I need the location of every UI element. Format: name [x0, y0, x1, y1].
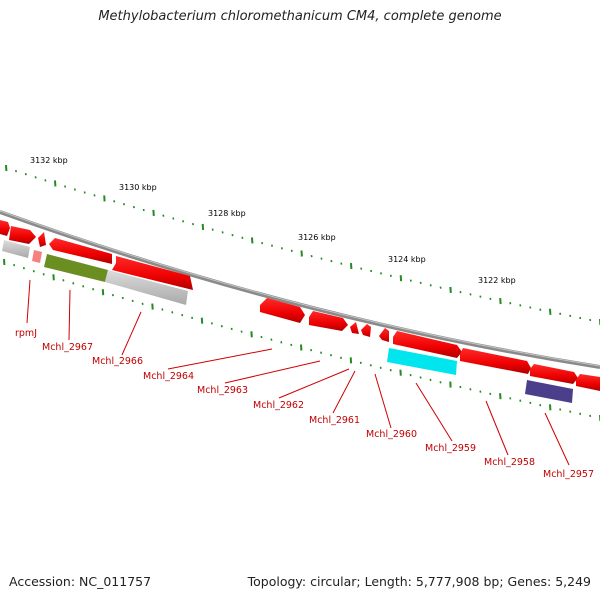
gene-label-Mchl_2960: Mchl_2960: [366, 429, 417, 440]
kbp-label-3130: 3130 kbp: [119, 183, 157, 192]
inner-scale-ticks: [3, 258, 600, 422]
gene-label-rpmJ: rpmJ: [15, 328, 37, 339]
olive-feature[interactable]: [44, 254, 108, 282]
gene-arrow[interactable]: [530, 364, 578, 384]
gene-arrow[interactable]: [49, 238, 112, 264]
gray-feature[interactable]: [2, 240, 30, 258]
gene-arrow-small[interactable]: [361, 324, 371, 337]
gene-arrow-small[interactable]: [350, 322, 359, 334]
gene-label-Mchl_2966: Mchl_2966: [92, 356, 143, 367]
kbp-label-3126: 3126 kbp: [298, 233, 336, 242]
gene-arrow[interactable]: [309, 311, 348, 331]
kbp-label-3124: 3124 kbp: [388, 255, 426, 264]
gene-arrow-small[interactable]: [379, 328, 389, 342]
rna-feature[interactable]: [32, 250, 42, 263]
cyan-feature[interactable]: [387, 348, 457, 375]
gene-label-Mchl_2959: Mchl_2959: [425, 443, 476, 454]
feature-blocks: [2, 240, 573, 403]
kbp-label-3128: 3128 kbp: [208, 209, 246, 218]
gene-label-Mchl_2961: Mchl_2961: [309, 415, 360, 426]
gene-label-Mchl_2967: Mchl_2967: [42, 342, 93, 353]
gene-arrow[interactable]: [576, 374, 600, 391]
gene-arrow[interactable]: [0, 220, 10, 236]
gene-arrow[interactable]: [460, 348, 531, 374]
topology-text: Topology: circular; Length: 5,777,908 bp…: [247, 574, 591, 589]
gene-label-Mchl_2957: Mchl_2957: [543, 469, 594, 480]
accession-text: Accession: NC_011757: [9, 574, 152, 589]
gray-feature[interactable]: [105, 270, 188, 305]
genome-backbone: [0, 210, 600, 369]
label-leader-lines: [26, 279, 570, 466]
gene-arrow[interactable]: [260, 298, 305, 323]
kbp-label-3132: 3132 kbp: [30, 156, 68, 165]
genome-backbone-highlight: [0, 210, 600, 367]
gene-label-Mchl_2958: Mchl_2958: [484, 457, 535, 468]
gene-label-Mchl_2963: Mchl_2963: [197, 385, 248, 396]
gene-label-Mchl_2962: Mchl_2962: [253, 400, 304, 411]
gene-arrow[interactable]: [9, 226, 36, 244]
gene-arrow[interactable]: [112, 256, 193, 290]
forward-strand-genes: [0, 220, 600, 391]
map-title: Methylobacterium chloromethanicum CM4, c…: [98, 9, 502, 24]
purple-feature[interactable]: [525, 380, 573, 403]
outer-scale-ticks: [5, 164, 600, 326]
kbp-label-3122: 3122 kbp: [478, 276, 516, 285]
gene-arrow[interactable]: [393, 331, 462, 358]
gene-arrow-small[interactable]: [38, 232, 46, 247]
gene-label-Mchl_2964: Mchl_2964: [143, 371, 194, 382]
